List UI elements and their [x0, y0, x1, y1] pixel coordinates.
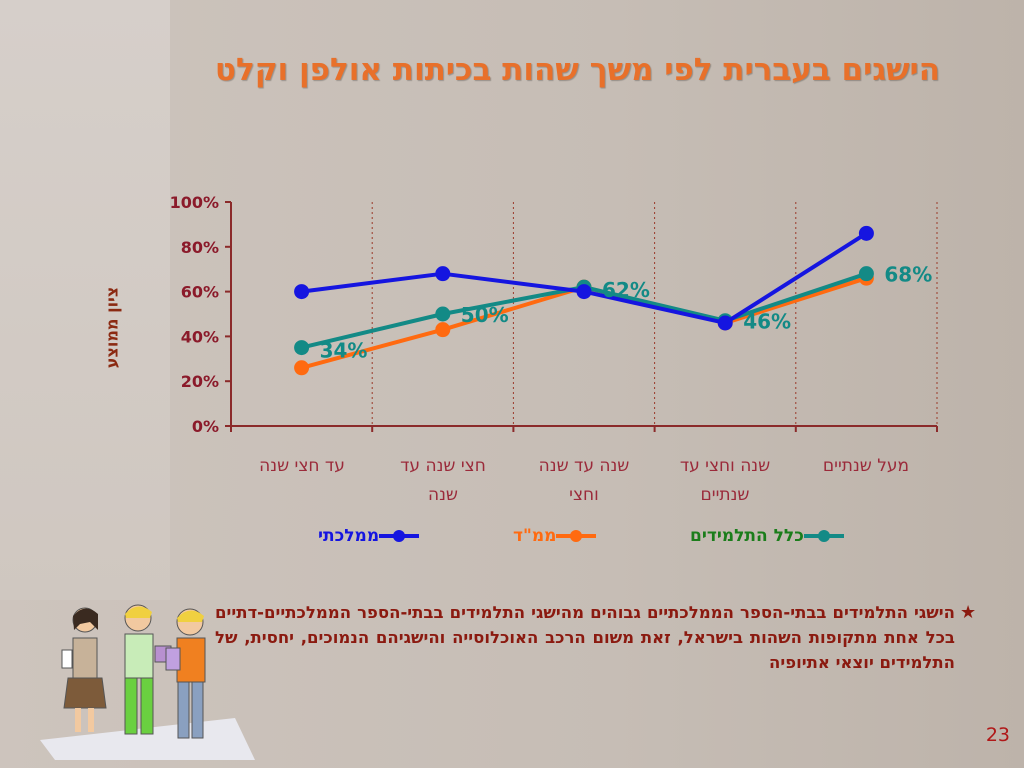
legend-item-mamad: ממ"ד: [513, 526, 604, 546]
data-label-1: 50%: [461, 303, 509, 327]
legend-marker-mamad: [556, 530, 597, 542]
data-point-s2-1: [435, 306, 451, 322]
x-category-1-line1: עד חצי שנה: [259, 456, 345, 476]
x-category-4: שנה וחצי עד שנתיים: [661, 452, 789, 510]
x-category-4-line2: שנתיים: [700, 485, 750, 505]
x-category-5-line1: מעל שנתיים: [822, 456, 910, 476]
data-point-s0-2: [576, 284, 592, 300]
line-chart: 0% 20% 40% 60% 80% 100% 34% 50% 62% 46% 68%: [170, 193, 938, 436]
y-axis-label: ציון ממוצע: [102, 286, 122, 369]
slide-title: הישגים בעברית לפי משך שהות בכיתות אולפן …: [214, 52, 940, 88]
data-point-s0-4: [858, 225, 874, 241]
x-category-4-line1: שנה וחצי עד: [679, 456, 771, 476]
y-tick-label: 80%: [181, 238, 219, 257]
legend-label-mamlachti: ממלכתי: [318, 526, 380, 546]
data-label-3: 46%: [743, 310, 791, 334]
bullet-text: הישגי התלמידים בבתי-הספר הממלכתיים גבוהי…: [215, 603, 955, 672]
x-category-2-line1: חצי שנה עד: [400, 456, 486, 476]
x-category-2-line2: שנה: [428, 485, 458, 505]
data-point-s0-0: [294, 284, 310, 300]
y-tick-label: 0%: [192, 417, 219, 436]
legend-label-mamad: ממ"ד: [513, 526, 557, 546]
data-point-s1-1: [435, 322, 451, 338]
x-category-3: שנה עד שנה וחצי: [520, 452, 648, 510]
x-category-3-line1: שנה עד שנה: [538, 456, 630, 476]
legend-item-mamlachti: ממלכתי: [318, 526, 427, 546]
data-label-2: 62%: [602, 278, 650, 302]
x-category-5: מעל שנתיים: [802, 452, 930, 481]
data-label-0: 34%: [320, 339, 368, 363]
y-tick-label: 40%: [181, 327, 219, 346]
y-tick-label: 60%: [181, 283, 219, 302]
y-tick-label: 100%: [170, 193, 219, 212]
children-illustration: [40, 600, 255, 764]
legend-item-all-students: כלל התלמידים: [690, 526, 852, 546]
x-category-2: חצי שנה עד שנה: [379, 452, 507, 510]
data-point-s1-0: [294, 360, 310, 376]
data-point-s2-0: [294, 340, 310, 356]
legend-marker-mamlachti: [379, 530, 420, 542]
data-point-s0-1: [435, 266, 451, 282]
data-label-4: 68%: [884, 263, 932, 287]
y-tick-label: 20%: [181, 372, 219, 391]
data-point-s2-4: [858, 266, 874, 282]
star-icon: ★: [960, 602, 977, 623]
x-category-3-line2: וחצי: [569, 485, 599, 505]
data-point-s0-3: [717, 315, 733, 331]
page-number: 23: [985, 724, 1010, 746]
left-panel: [0, 0, 170, 600]
legend-marker-all-students: [803, 530, 844, 542]
x-category-1: עד חצי שנה: [238, 452, 366, 481]
legend-label-all-students: כלל התלמידים: [690, 526, 804, 546]
